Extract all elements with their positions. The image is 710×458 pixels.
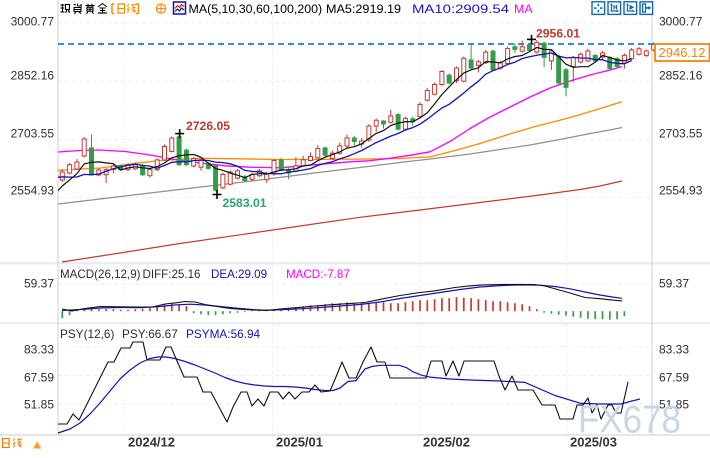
svg-text:83.33: 83.33 (659, 342, 689, 356)
svg-text:59.37: 59.37 (659, 276, 689, 290)
svg-text:MA10:2909.54: MA10:2909.54 (412, 2, 509, 16)
svg-text:DIFF:25.16: DIFF:25.16 (143, 268, 201, 281)
svg-text:67.59: 67.59 (659, 370, 689, 384)
svg-text:MA: MA (514, 2, 533, 16)
svg-text:2583.01: 2583.01 (223, 196, 267, 210)
svg-text:2956.01: 2956.01 (536, 27, 580, 41)
svg-text:2703.55: 2703.55 (659, 127, 703, 141)
svg-text:3000.77: 3000.77 (11, 14, 55, 28)
svg-text:2946.12: 2946.12 (659, 45, 706, 60)
svg-text:PSY(12,6): PSY(12,6) (60, 327, 114, 341)
svg-text:2554.93: 2554.93 (659, 184, 703, 198)
svg-text:3000.77: 3000.77 (659, 14, 703, 28)
svg-text:59.37: 59.37 (24, 276, 54, 290)
svg-text:2852.16: 2852.16 (659, 69, 703, 83)
svg-text:2852.16: 2852.16 (11, 69, 55, 83)
svg-text:51.85: 51.85 (24, 397, 54, 411)
svg-text:DEA:29.09: DEA:29.09 (211, 268, 267, 281)
svg-text:2025/01: 2025/01 (276, 435, 323, 450)
svg-text:PSY:66.67: PSY:66.67 (122, 327, 178, 341)
svg-text:83.33: 83.33 (24, 342, 54, 356)
svg-text:2726.05: 2726.05 (186, 119, 230, 133)
svg-text:PSYMA:56.94: PSYMA:56.94 (186, 327, 261, 341)
svg-text:MA(5,10,30,60,100,200): MA(5,10,30,60,100,200) (189, 2, 323, 16)
svg-text:MA5:2919.19: MA5:2919.19 (326, 2, 401, 16)
svg-text:2025/03: 2025/03 (570, 435, 617, 450)
svg-text:2025/02: 2025/02 (423, 435, 470, 450)
svg-text:MACD(26,12,9): MACD(26,12,9) (60, 268, 141, 281)
svg-text:67.59: 67.59 (24, 370, 54, 384)
svg-text:MACD:-7.87: MACD:-7.87 (286, 268, 350, 281)
svg-text:51.85: 51.85 (659, 397, 689, 411)
svg-text:2554.93: 2554.93 (11, 184, 55, 198)
svg-text:FX678: FX678 (578, 399, 681, 442)
svg-text:2703.55: 2703.55 (11, 127, 55, 141)
svg-text:2024/12: 2024/12 (128, 435, 175, 450)
